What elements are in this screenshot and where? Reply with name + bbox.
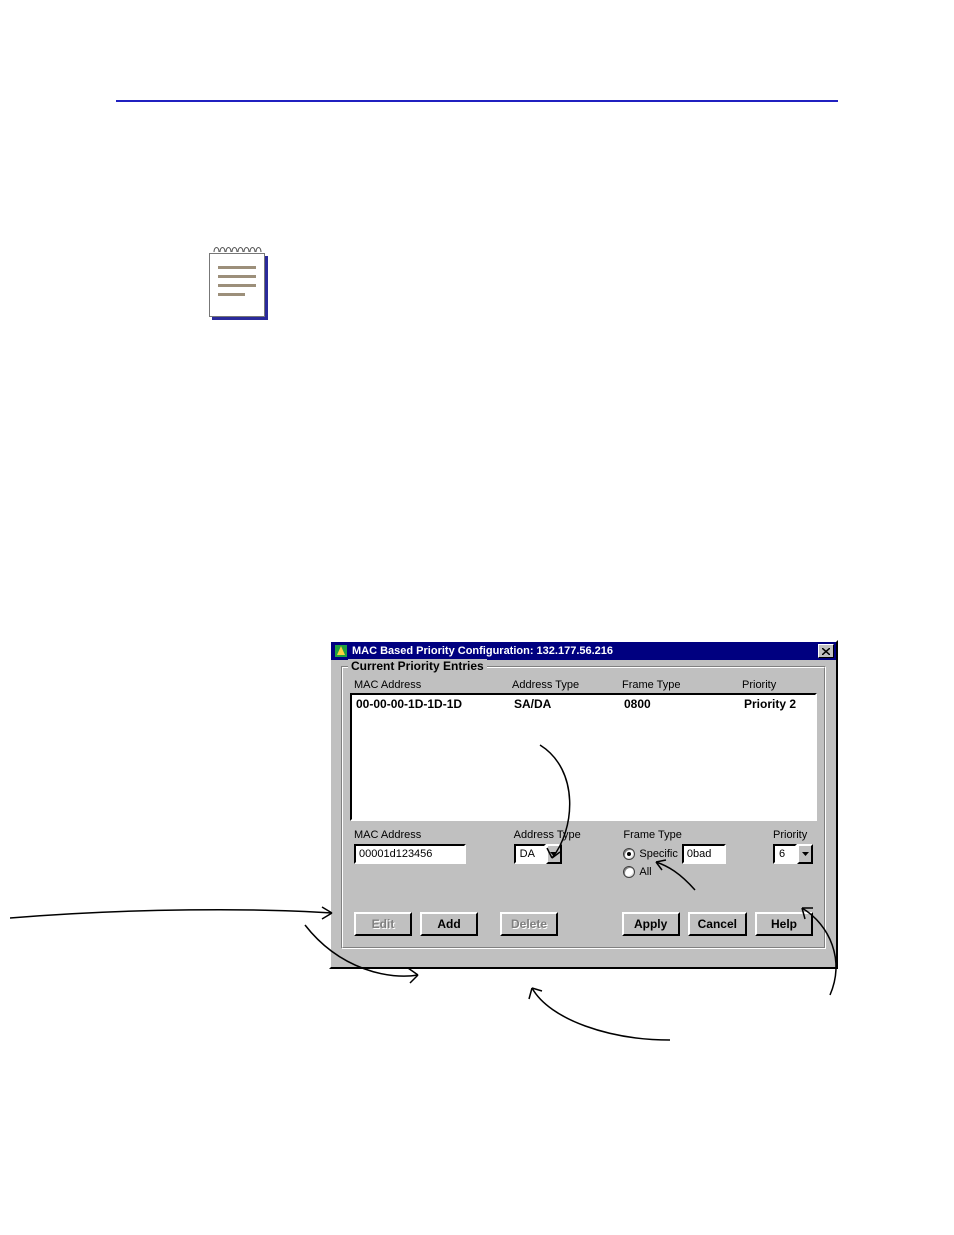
horizontal-rule [116,100,838,102]
priority-value: 6 [773,844,797,864]
list-header: MAC Address Address Type Frame Type Prio… [350,677,817,691]
header-priority: Priority [742,679,813,691]
header-address-type: Address Type [512,679,622,691]
titlebar: MAC Based Priority Configuration: 132.17… [331,642,836,660]
frame-type-all-label: All [639,866,651,878]
entries-list[interactable]: 00-00-00-1D-1D-1D SA/DA 0800 Priority 2 [350,693,817,821]
cancel-button[interactable]: Cancel [688,912,747,936]
priority-label: Priority [773,829,813,841]
address-type-label: Address Type [514,829,624,841]
cell-frame-type: 0800 [624,697,744,711]
frame-type-label: Frame Type [623,829,773,841]
header-mac: MAC Address [354,679,512,691]
annotation-arrow-icon [10,900,340,930]
frame-type-specific-label: Specific [639,848,678,860]
cell-priority: Priority 2 [744,697,811,711]
mac-priority-dialog: MAC Based Priority Configuration: 132.17… [329,640,838,969]
frame-type-input[interactable] [682,844,726,864]
app-icon [333,643,349,659]
priority-select[interactable]: 6 [773,844,813,864]
current-entries-group: Current Priority Entries MAC Address Add… [341,666,826,949]
close-button[interactable] [818,644,834,658]
header-frame-type: Frame Type [622,679,742,691]
chevron-down-icon[interactable] [546,844,562,864]
cell-address-type: SA/DA [514,697,624,711]
cell-mac: 00-00-00-1D-1D-1D [356,697,514,711]
dialog-title: MAC Based Priority Configuration: 132.17… [352,645,818,657]
table-row[interactable]: 00-00-00-1D-1D-1D SA/DA 0800 Priority 2 [356,697,811,711]
mac-address-label: MAC Address [354,829,514,841]
frame-type-all-radio[interactable] [623,866,635,878]
edit-button[interactable]: Edit [354,912,412,936]
add-button[interactable]: Add [420,912,478,936]
delete-button[interactable]: Delete [500,912,558,936]
groupbox-title: Current Priority Entries [348,659,487,673]
address-type-select[interactable]: DA [514,844,624,864]
annotation-arrow-icon [520,980,680,1050]
chevron-down-icon[interactable] [797,844,813,864]
address-type-value: DA [514,844,546,864]
help-button[interactable]: Help [755,912,813,936]
frame-type-specific-radio[interactable] [623,848,635,860]
apply-button[interactable]: Apply [622,912,680,936]
notepad-icon [209,243,271,321]
mac-address-input[interactable] [354,844,466,864]
